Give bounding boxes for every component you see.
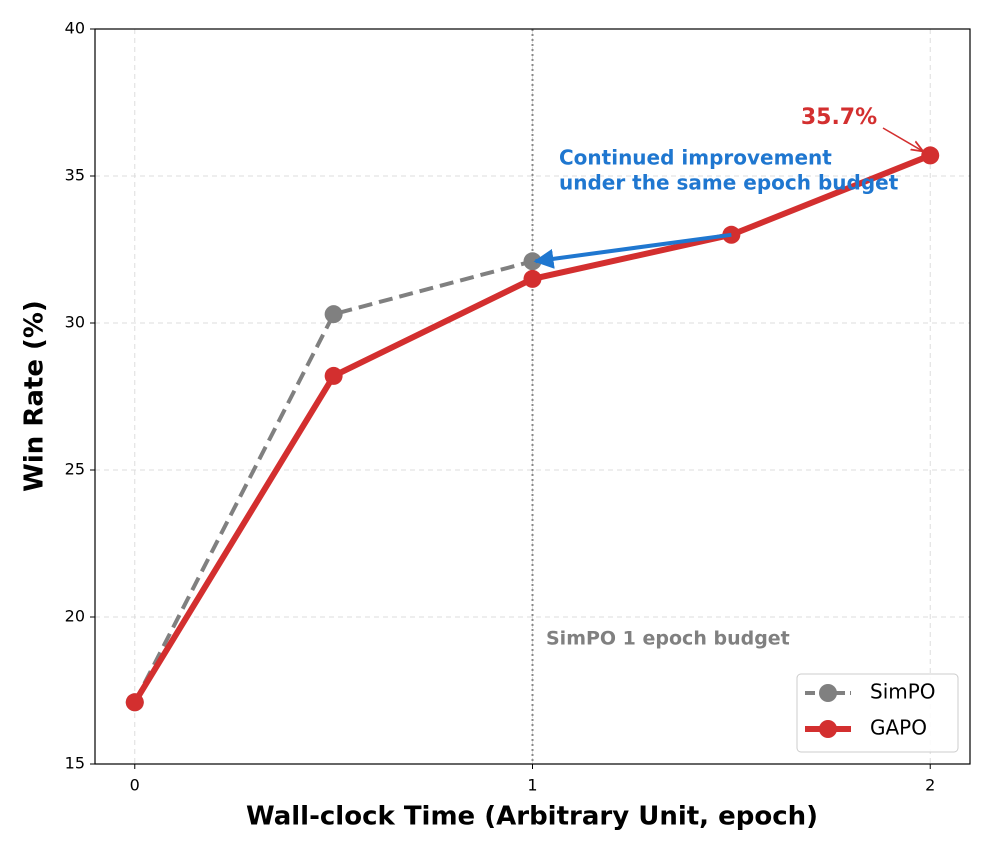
y-tick-label: 35 [65, 166, 85, 185]
peak-label: 35.7% [801, 105, 877, 130]
point [324, 305, 343, 324]
x-axis-label: Wall-clock Time (Arbitrary Unit, epoch) [246, 802, 818, 832]
y-tick-label: 25 [65, 460, 85, 479]
note-line: under the same epoch budget [559, 171, 899, 195]
point [125, 693, 144, 712]
y-tick-label: 15 [65, 754, 85, 773]
legend-label: GAPO [870, 716, 927, 740]
point [523, 269, 542, 288]
vline-label: SimPO 1 epoch budget [546, 628, 790, 650]
improvement-arrow [533, 232, 732, 269]
point [324, 366, 343, 385]
point [921, 146, 940, 165]
x-tick-label: 2 [925, 776, 935, 795]
y-tick-label: 20 [65, 607, 85, 626]
note-line: Continued improvement [559, 146, 832, 170]
plot-frame [94, 28, 971, 765]
grid: 15 20 25 30 35 40 0 1 2 [65, 19, 970, 795]
legend-marker [819, 684, 837, 702]
legend: SimPO GAPO [796, 673, 959, 753]
y-axis-label: Win Rate (%) [20, 300, 50, 492]
y-tick-label: 40 [65, 19, 85, 38]
plot [125, 127, 940, 712]
y-tick-label: 30 [65, 313, 85, 332]
legend-marker [819, 720, 837, 738]
legend-label: SimPO [870, 680, 936, 704]
series-line [132, 259, 534, 704]
x-tick-label: 1 [527, 776, 537, 795]
x-tick-label: 0 [130, 776, 140, 795]
peak-arrow [882, 127, 923, 151]
